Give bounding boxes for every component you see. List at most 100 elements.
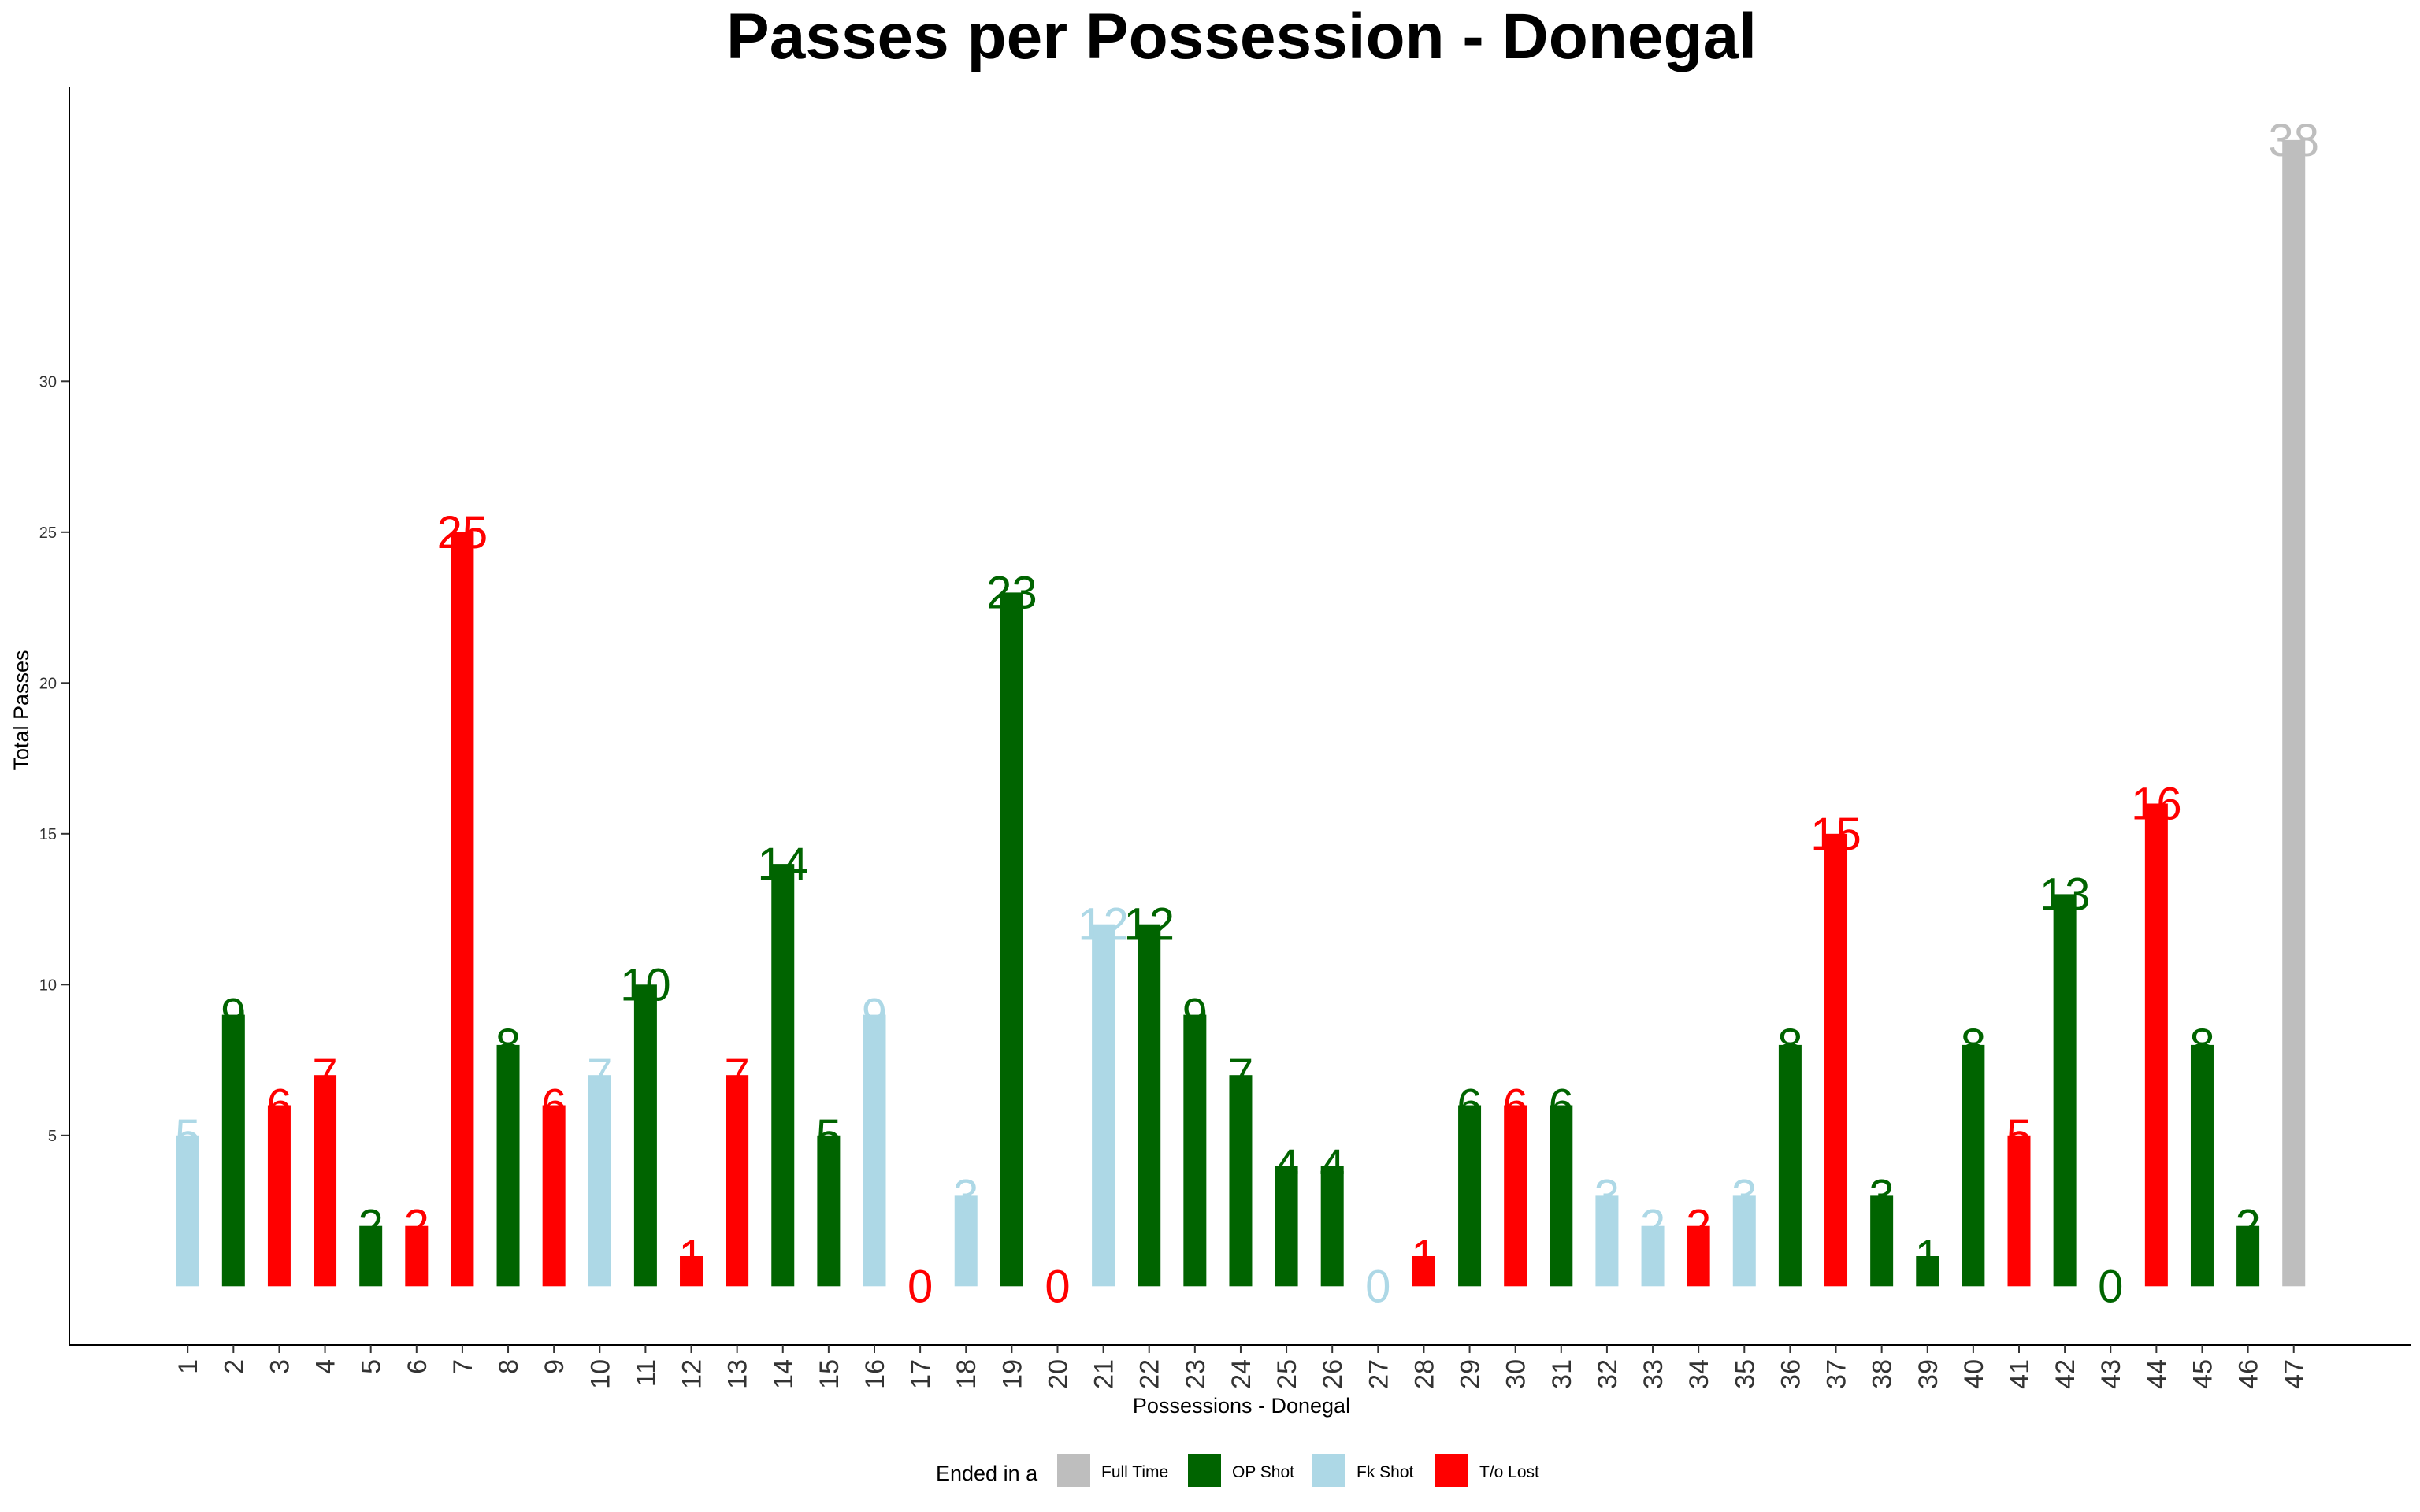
bar [2236, 1225, 2260, 1287]
data-label: 0 [908, 1261, 933, 1312]
legend-label: OP Shot [1232, 1463, 1294, 1481]
x-tick-label: 27 [1364, 1359, 1394, 1389]
y-tick-label: 20 [39, 675, 57, 692]
data-label: 7 [725, 1050, 750, 1101]
bar [1320, 1166, 1344, 1287]
x-tick-label: 15 [815, 1359, 844, 1389]
bar [1092, 924, 1115, 1287]
data-label: 3 [953, 1170, 978, 1221]
x-tick-label: 4 [311, 1359, 341, 1374]
x-tick-label: 45 [2188, 1359, 2218, 1389]
bar [1870, 1195, 1894, 1287]
data-label: 7 [1228, 1050, 1253, 1101]
data-label: 16 [2131, 779, 2182, 830]
x-tick-label: 33 [1639, 1359, 1668, 1389]
y-tick-label: 5 [48, 1128, 57, 1145]
x-tick-label: 8 [494, 1359, 524, 1374]
x-tick-label: 10 [585, 1359, 615, 1389]
data-label: 38 [2268, 115, 2319, 166]
bar [817, 1135, 841, 1287]
bar [405, 1225, 429, 1287]
bar [2144, 803, 2168, 1287]
x-axis: 1 2 3 4 5 6 7 8 9 10 11 12 13 14 15 16 17 18 19 20 21 22 23 24 2… [69, 1344, 2411, 1389]
x-tick-label: 13 [723, 1359, 753, 1389]
bar [1550, 1105, 1573, 1287]
bar [496, 1044, 520, 1287]
x-tick-label: 9 [540, 1359, 570, 1374]
bar [680, 1256, 703, 1287]
x-tick-label: 47 [2280, 1359, 2310, 1389]
legend-swatch [1312, 1454, 1345, 1487]
data-label: 14 [758, 839, 809, 890]
x-tick-label: 1 [173, 1359, 203, 1374]
data-label: 5 [816, 1110, 841, 1162]
legend: Ended in a Full Time OP Shot Fk Shot T/o Lo… [936, 1454, 1539, 1487]
x-tick-label: 38 [1868, 1359, 1898, 1389]
data-label: 12 [1123, 899, 1175, 951]
data-label: 6 [266, 1080, 291, 1132]
data-label: 3 [1731, 1170, 1757, 1221]
bar [2053, 894, 2077, 1287]
x-axis-title: Possessions - Donegal [1133, 1394, 1350, 1418]
legend-items: Full Time OP Shot Fk Shot T/o Lost [1057, 1454, 1539, 1487]
x-tick-label: 35 [1730, 1359, 1760, 1389]
bar [771, 864, 795, 1287]
data-label: 3 [1594, 1170, 1620, 1221]
data-label: 5 [2006, 1110, 2032, 1162]
y-tick-label: 10 [39, 976, 57, 994]
bar [1275, 1166, 1298, 1287]
data-label: 0 [1365, 1261, 1390, 1312]
legend-label: Fk Shot [1357, 1463, 1414, 1481]
data-label: 2 [404, 1201, 429, 1252]
data-label: 3 [1869, 1170, 1895, 1221]
data-label: 23 [986, 567, 1037, 618]
y-axis-title: Total Passes [9, 650, 33, 770]
y-tick-label: 15 [39, 826, 57, 843]
data-label: 4 [1319, 1140, 1345, 1191]
x-tick-label: 29 [1456, 1359, 1486, 1389]
legend-title: Ended in a [936, 1462, 1038, 1485]
data-label: 9 [1182, 990, 1208, 1041]
data-label: 2 [358, 1201, 384, 1252]
bar [451, 532, 474, 1287]
x-tick-label: 23 [1181, 1359, 1211, 1389]
x-tick-label: 2 [219, 1359, 249, 1374]
bar [542, 1105, 566, 1287]
bar [633, 984, 657, 1287]
x-tick-label: 26 [1318, 1359, 1348, 1389]
data-label: 9 [221, 990, 246, 1041]
data-label: 1 [1411, 1231, 1436, 1282]
data-label: 0 [1045, 1261, 1070, 1312]
x-tick-label: 46 [2234, 1359, 2264, 1389]
x-tick-label: 25 [1272, 1359, 1302, 1389]
bar [1458, 1105, 1482, 1287]
data-label: 1 [678, 1231, 703, 1282]
data-label: 15 [1810, 809, 1861, 860]
x-tick-label: 37 [1822, 1359, 1852, 1389]
x-tick-label: 42 [2051, 1359, 2080, 1389]
bar [1732, 1195, 1756, 1287]
bar [267, 1105, 291, 1287]
data-label: 6 [1457, 1080, 1482, 1132]
bar [1183, 1014, 1207, 1287]
x-tick-label: 17 [906, 1359, 936, 1389]
bar [2282, 139, 2306, 1287]
bar [1687, 1225, 1710, 1287]
data-label: 8 [496, 1020, 521, 1071]
legend-label: T/o Lost [1479, 1463, 1539, 1481]
bar [221, 1014, 245, 1287]
x-tick-label: 41 [2005, 1359, 2035, 1389]
x-tick-label: 16 [860, 1359, 890, 1389]
bars [176, 139, 2306, 1287]
chart-title: Passes per Possession - Donegal [726, 1, 1757, 72]
data-label: 0 [2098, 1261, 2123, 1312]
data-label: 10 [620, 959, 671, 1010]
x-tick-label: 44 [2142, 1359, 2172, 1389]
bar [1824, 833, 1848, 1287]
x-tick-label: 43 [2096, 1359, 2126, 1389]
bar [1504, 1105, 1527, 1287]
x-tick-label: 11 [631, 1359, 661, 1387]
x-tick-label: 21 [1089, 1359, 1119, 1389]
